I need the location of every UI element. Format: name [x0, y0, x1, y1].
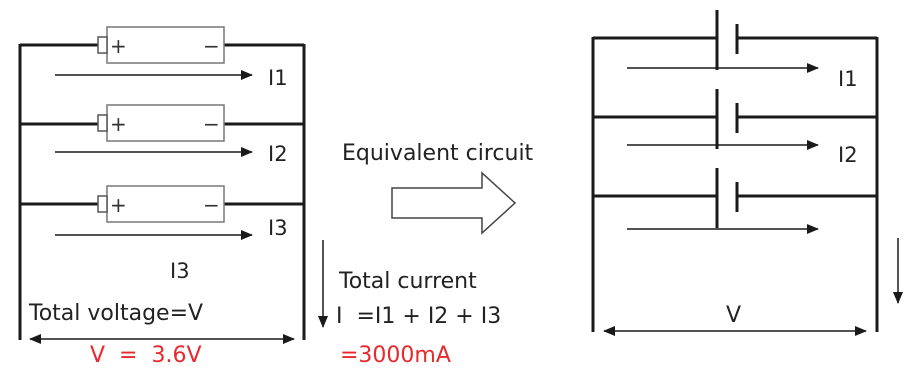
- total-current-value: =3000mA: [340, 343, 451, 368]
- battery-cell-3: + −: [97, 185, 225, 223]
- left-label-i1: I1: [268, 66, 288, 90]
- cell-1-plus: +: [110, 34, 127, 58]
- equivalent-arrow-icon: [391, 171, 517, 235]
- total-current-formula: I =I1 + I2 + I3: [336, 304, 501, 329]
- right-label-i1: I1: [838, 67, 858, 91]
- left-label-i3-below: I3: [170, 259, 190, 283]
- right-voltage-label: V: [726, 303, 741, 328]
- left-label-i2: I2: [268, 142, 288, 166]
- right-circuit: [591, 10, 879, 332]
- cell-3-plus: +: [110, 193, 127, 217]
- cell-1-minus: −: [203, 34, 220, 58]
- cell-2-plus: +: [110, 112, 127, 136]
- voltage-value: V = 3.6V: [90, 343, 202, 368]
- battery-cell-2: + −: [97, 104, 225, 142]
- total-voltage-label: Total voltage=V: [28, 301, 203, 326]
- total-current-label: Total current: [338, 269, 477, 294]
- cell-2-minus: −: [203, 112, 220, 136]
- cell-3-minus: −: [203, 193, 220, 217]
- left-label-i3: I3: [268, 216, 288, 240]
- right-label-i2: I2: [838, 143, 858, 167]
- battery-cell-1: + −: [97, 26, 225, 64]
- equivalent-circuit-title: Equivalent circuit: [342, 141, 534, 166]
